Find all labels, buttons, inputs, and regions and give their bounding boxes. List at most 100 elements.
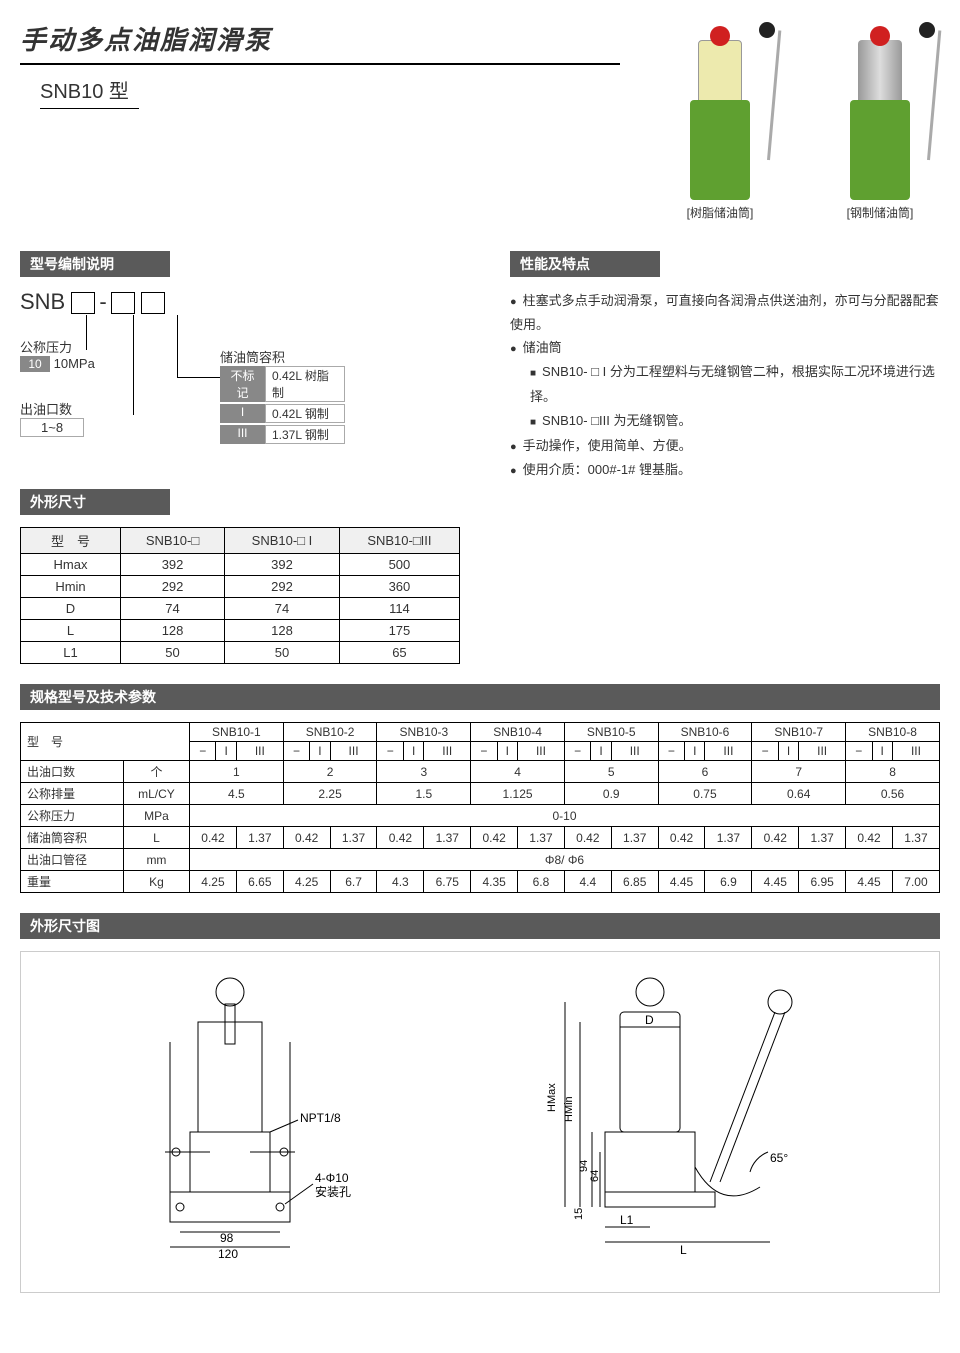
dim-row: Hmin292292360 — [21, 576, 460, 598]
spec-variant: I — [591, 742, 611, 761]
dim-header: SNB10-□III — [339, 528, 459, 554]
feature-item: 手动操作，使用简单、方便。 — [510, 434, 940, 458]
spec-model-name: SNB10-1 — [190, 723, 284, 742]
dim-header: SNB10-□ — [121, 528, 225, 554]
header-row: 手动多点油脂润滑泵 SNB10 型 [树脂储油筒] [钢制储油筒] — [20, 20, 940, 221]
right-column: 性能及特点 柱塞式多点手动润滑泵，可直接向各润滑点供送油剂，亦可与分配器配套使用… — [510, 251, 940, 664]
model-coding-diagram: SNB - 公称压力 10 10MPa 出油口数 1~8 储油筒容积 不标记0.… — [20, 289, 470, 459]
l-label: L — [680, 1243, 687, 1257]
h2-label: 64 — [589, 1170, 601, 1182]
spec-model-name: SNB10-3 — [377, 723, 471, 742]
spec-variant: − — [564, 742, 590, 761]
tank-row: I0.42L 钢制 — [220, 404, 345, 423]
w1-label: 98 — [220, 1231, 234, 1245]
two-column-layout: 型号编制说明 SNB - 公称压力 10 10MPa 出油口数 1~8 储油筒容… — [20, 251, 940, 664]
section-features: 性能及特点 — [510, 251, 660, 277]
holes-desc: 安装孔 — [315, 1184, 351, 1199]
feature-item: 储油筒SNB10- □ I 分为工程塑料与无缝钢管二种，根据实际工况环境进行选择… — [510, 336, 940, 434]
spec-variant: I — [685, 742, 705, 761]
pressure-label-text: 公称压力 — [20, 337, 95, 356]
spec-variant: III — [799, 742, 846, 761]
spec-variant: − — [377, 742, 403, 761]
spec-variant: I — [497, 742, 517, 761]
main-title: 手动多点油脂润滑泵 — [20, 20, 620, 65]
w2-label: 120 — [218, 1247, 238, 1261]
angle-label: 65° — [770, 1151, 788, 1165]
hmax-label: HMax — [546, 1083, 558, 1112]
spec-variant: − — [190, 742, 216, 761]
product-images: [树脂储油筒] [钢制储油筒] — [660, 20, 940, 221]
spec-table: 型 号SNB10-1SNB10-2SNB10-3SNB10-4SNB10-5SN… — [20, 722, 940, 893]
feature-list: 柱塞式多点手动润滑泵，可直接向各润滑点供送油剂，亦可与分配器配套使用。储油筒SN… — [510, 289, 940, 482]
left-column: 型号编制说明 SNB - 公称压力 10 10MPa 出油口数 1~8 储油筒容… — [20, 251, 470, 664]
pressure-value: 10MPa — [54, 356, 95, 371]
dimensions-table: 型 号SNB10-□SNB10-□ ISNB10-□III Hmax392392… — [20, 527, 460, 664]
spec-model-name: SNB10-5 — [564, 723, 658, 742]
feature-item: 使用介质：000#-1# 锂基脂。 — [510, 458, 940, 482]
spec-variant: I — [872, 742, 892, 761]
pressure-code: 10 — [20, 356, 50, 372]
side-view-drawing: D HMax HMin 94 64 15 L1 L 65° — [510, 972, 890, 1272]
product-image-steel — [820, 20, 940, 200]
spec-variant: − — [283, 742, 309, 761]
spec-model-name: SNB10-6 — [658, 723, 752, 742]
model-prefix-text: SNB — [20, 289, 65, 314]
spec-variant: − — [658, 742, 684, 761]
spec-model-name: SNB10-7 — [752, 723, 846, 742]
spec-row: 出油口管径mmΦ8/ Φ6 — [21, 849, 940, 871]
tank-row: 不标记0.42L 树脂制 — [220, 366, 345, 402]
npt-label: NPT1/8 — [300, 1111, 341, 1125]
pressure-label: 公称压力 10 10MPa — [20, 337, 95, 372]
dim-row: L128128175 — [21, 620, 460, 642]
section-dimensions: 外形尺寸 — [20, 489, 170, 515]
section-drawing: 外形尺寸图 — [20, 913, 940, 939]
spec-row: 重量Kg4.256.654.256.74.36.754.356.84.46.85… — [21, 871, 940, 893]
dim-header: 型 号 — [21, 528, 121, 554]
spec-model-header: 型 号 — [21, 723, 190, 761]
tank-label-text: 储油筒容积 — [220, 347, 345, 366]
spec-variant: − — [471, 742, 497, 761]
caption-plastic: [树脂储油筒] — [660, 204, 780, 221]
spec-model-name: SNB10-8 — [846, 723, 940, 742]
drawing-area: NPT1/8 4-Φ10 安装孔 98 120 D HMa — [20, 951, 940, 1293]
tank-label-block: 储油筒容积 不标记0.42L 树脂制I0.42L 钢制III1.37L 钢制 — [220, 347, 345, 446]
dim-row: L1505065 — [21, 642, 460, 664]
spec-variant: III — [892, 742, 939, 761]
l1-label: L1 — [620, 1213, 634, 1227]
dim-header: SNB10-□ I — [225, 528, 340, 554]
title-block: 手动多点油脂润滑泵 SNB10 型 — [20, 20, 620, 109]
spec-row: 公称压力MPa0-10 — [21, 805, 940, 827]
product-item-plastic: [树脂储油筒] — [660, 20, 780, 221]
product-image-plastic — [660, 20, 780, 200]
spec-row: 出油口数个12345678 — [21, 761, 940, 783]
spec-variant: − — [752, 742, 778, 761]
outlets-label-text: 出油口数 — [20, 399, 84, 418]
section-model-coding: 型号编制说明 — [20, 251, 170, 277]
spec-variant: III — [518, 742, 565, 761]
spec-variant: I — [403, 742, 423, 761]
feature-sub-item: SNB10- □ I 分为工程塑料与无缝钢管二种，根据实际工况环境进行选择。 — [530, 360, 940, 409]
feature-item: 柱塞式多点手动润滑泵，可直接向各润滑点供送油剂，亦可与分配器配套使用。 — [510, 289, 940, 336]
outlets-label: 出油口数 1~8 — [20, 399, 84, 437]
spec-model-name: SNB10-4 — [471, 723, 565, 742]
spec-model-name: SNB10-2 — [283, 723, 377, 742]
sub-title: SNB10 型 — [40, 75, 139, 109]
spec-variant: I — [778, 742, 798, 761]
section-specs: 规格型号及技术参数 — [20, 684, 940, 710]
outlets-value: 1~8 — [20, 418, 84, 437]
spec-variant: III — [236, 742, 283, 761]
front-view-drawing: NPT1/8 4-Φ10 安装孔 98 120 — [70, 972, 450, 1272]
product-item-steel: [钢制储油筒] — [820, 20, 940, 221]
hmin-label: HMin — [563, 1096, 575, 1122]
spec-variant: I — [310, 742, 330, 761]
spec-variant: III — [705, 742, 752, 761]
spec-row: 公称排量mL/CY4.52.251.51.1250.90.750.640.56 — [21, 783, 940, 805]
d-label: D — [645, 1013, 654, 1027]
spec-variant: III — [611, 742, 658, 761]
feature-sub-item: SNB10- □III 为无缝钢管。 — [530, 409, 940, 434]
h3-label: 15 — [573, 1208, 585, 1220]
spec-variant: − — [846, 742, 872, 761]
dim-row: Hmax392392500 — [21, 554, 460, 576]
model-prefix: SNB - — [20, 289, 165, 315]
holes-label: 4-Φ10 — [315, 1171, 349, 1185]
